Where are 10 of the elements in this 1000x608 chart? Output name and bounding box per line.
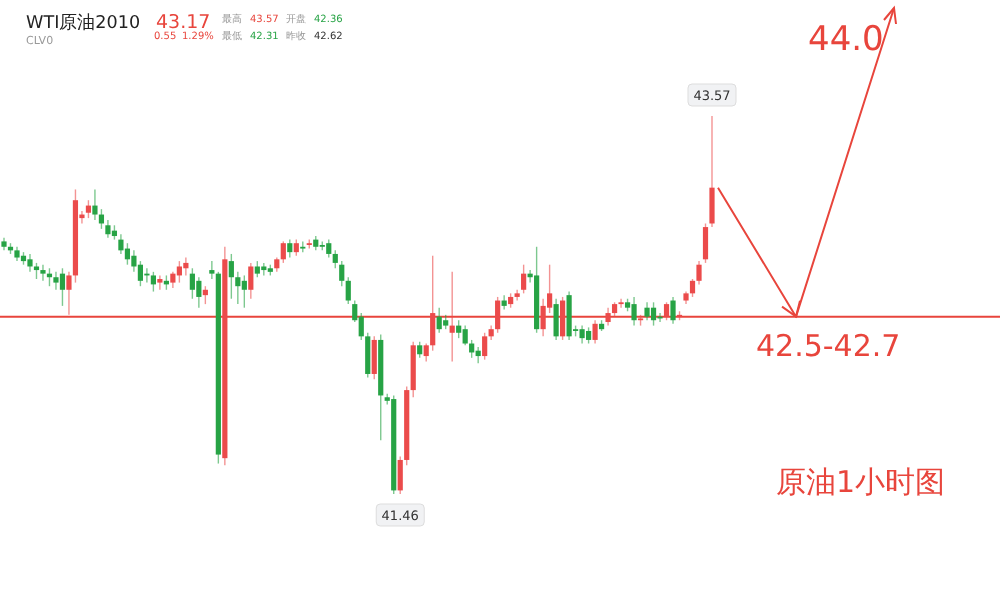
text: 43.17 — [156, 12, 211, 34]
chart-title: WTI原油2010 — [26, 12, 141, 34]
text: 44.0 — [808, 20, 884, 60]
candlestick — [53, 271, 59, 291]
text: 42.5-42.7 — [756, 328, 901, 364]
candlestick — [157, 274, 163, 291]
candlestick — [514, 289, 520, 302]
candlestick — [40, 263, 46, 282]
candlestick — [209, 260, 215, 280]
text: 原油1小时图 — [776, 464, 946, 500]
